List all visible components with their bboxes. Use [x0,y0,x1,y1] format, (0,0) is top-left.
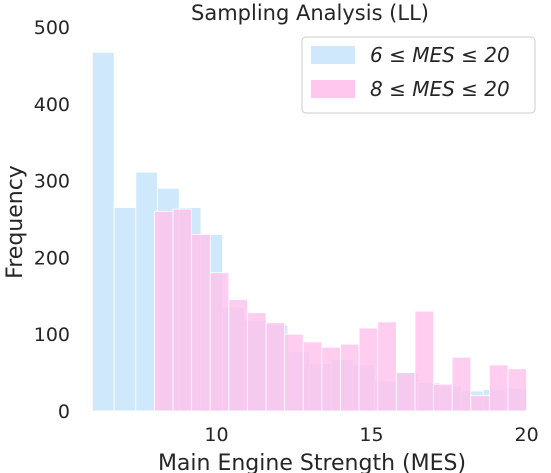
y-tick-label: 500 [34,17,70,39]
x-tick-label: 20 [515,424,539,446]
histogram-bar-series-2 [358,327,379,412]
bars-layer [92,51,527,412]
x-axis-label: Main Engine Strength (MES) [158,451,466,473]
y-tick-label: 0 [58,401,70,423]
y-tick-label: 200 [34,247,70,269]
histogram-bar-series-2 [395,372,416,412]
histogram-bar-series-2 [451,356,472,412]
histogram-bar-series-2 [284,333,304,412]
chart-title: Sampling Analysis (LL) [191,1,429,25]
histogram-bar-series-2 [172,208,193,412]
y-tick-label: 300 [34,171,70,193]
histogram-bar-series-2 [265,322,286,412]
histogram-bar-series-2 [433,383,453,412]
axis-layer: 0 100 200 300 400 500 10 15 20 [34,17,539,446]
x-tick-label: 15 [359,424,383,446]
y-tick-label: 400 [34,94,70,116]
y-tick-label: 100 [34,324,70,346]
legend-swatch-2 [311,80,355,98]
x-tick-label: 10 [204,424,228,446]
histogram-bar-series-2 [247,312,267,412]
histogram-bar-series-2 [154,210,174,412]
legend-label-1: 6 ≤ MES ≤ 20 [370,43,510,67]
legend-label-2: 8 ≤ MES ≤ 20 [370,77,510,101]
y-axis-label: Frequency [3,165,28,279]
histogram-bar-series-2 [191,233,211,412]
histogram-bar-series-2 [228,299,248,412]
histogram-bar-series-1 [113,207,137,412]
histogram-bar-series-2 [340,343,360,412]
histogram-bar-series-2 [414,310,434,412]
legend: 6 ≤ MES ≤ 20 8 ≤ MES ≤ 20 [301,36,536,114]
histogram-bar-series-2 [470,395,490,412]
legend-swatch-1 [311,46,355,64]
histogram-bar-series-2 [488,364,509,412]
histogram-bar-series-2 [507,368,527,412]
histogram-bar-series-2 [377,321,397,412]
histogram-bar-series-1 [92,51,115,412]
histogram-bar-series-2 [302,341,323,412]
histogram-bar-series-2 [209,272,230,412]
legend-frame [301,36,536,114]
histogram-bar-series-2 [321,346,341,412]
